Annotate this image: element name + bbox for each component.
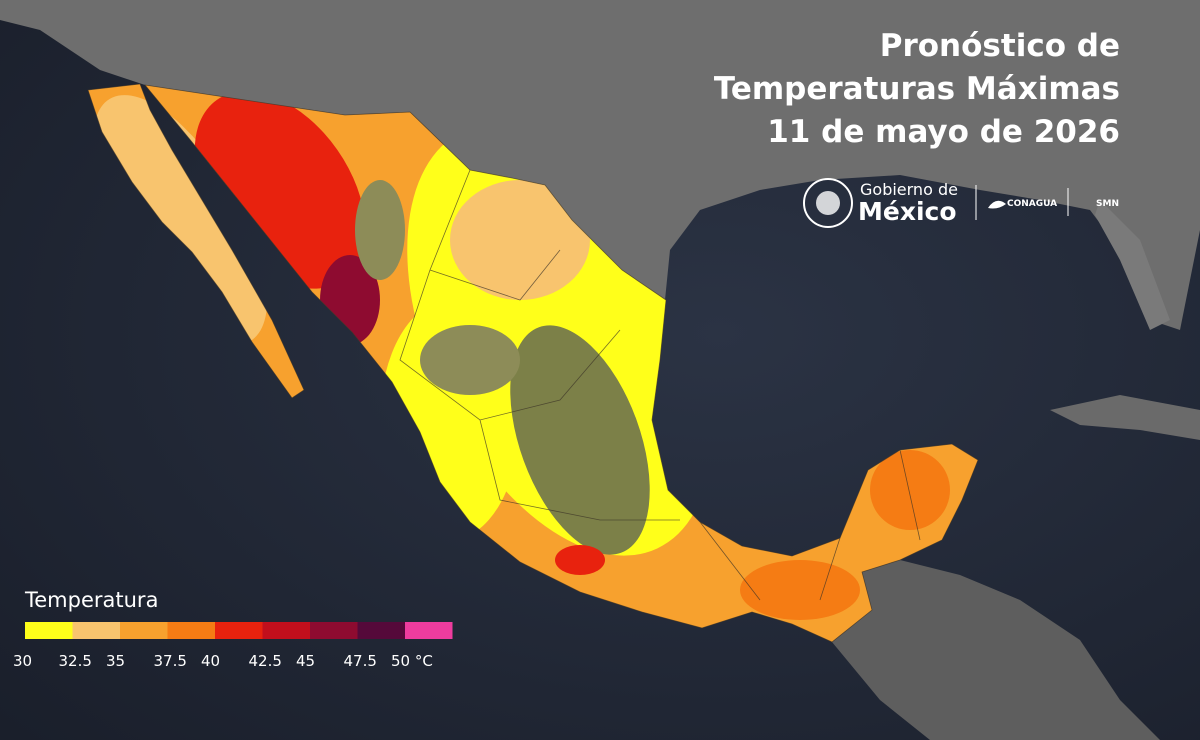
legend-swatch [405, 622, 453, 639]
legend-swatch [120, 622, 168, 639]
conagua-icon [988, 200, 1006, 209]
legend-label: 32.5 [59, 652, 92, 670]
central-america [832, 560, 1160, 740]
legend-label: 30 [13, 652, 32, 670]
florida [1095, 200, 1170, 330]
legend-label: 45 [296, 652, 315, 670]
legend-label: 47.5 [344, 652, 377, 670]
title-line: Pronóstico de [880, 28, 1120, 64]
legend-label: 37.5 [154, 652, 187, 670]
legend-swatch [72, 622, 120, 639]
legend-swatch [215, 622, 263, 639]
logo-text: México [858, 197, 957, 226]
legend-label: 50 °C [391, 652, 433, 670]
title-line: Temperaturas Máximas [714, 71, 1120, 107]
state-borders [87, 83, 979, 643]
legend-label: 42.5 [249, 652, 282, 670]
title-line: 11 de mayo de 2026 [767, 114, 1120, 150]
emblem-center [816, 191, 840, 215]
legend-swatch [357, 622, 405, 639]
legend-swatch [310, 622, 358, 639]
legend-title: Temperatura [24, 588, 158, 612]
legend-swatch [262, 622, 310, 639]
legend-label: 40 [201, 652, 220, 670]
legend-swatch [167, 622, 215, 639]
logo-text: CONAGUA [1007, 199, 1057, 209]
logo-text: SMN [1096, 199, 1119, 209]
legend: Temperatura 30 32.5 35 37.5 40 42.5 45 47.5 50 °… [13, 588, 453, 670]
legend-swatch [25, 622, 73, 639]
cuba [1050, 395, 1200, 440]
emblem [803, 178, 853, 228]
north-america-land [0, 0, 1200, 330]
legend-label: 35 [106, 652, 125, 670]
logo-text: Gobierno de [860, 180, 958, 199]
